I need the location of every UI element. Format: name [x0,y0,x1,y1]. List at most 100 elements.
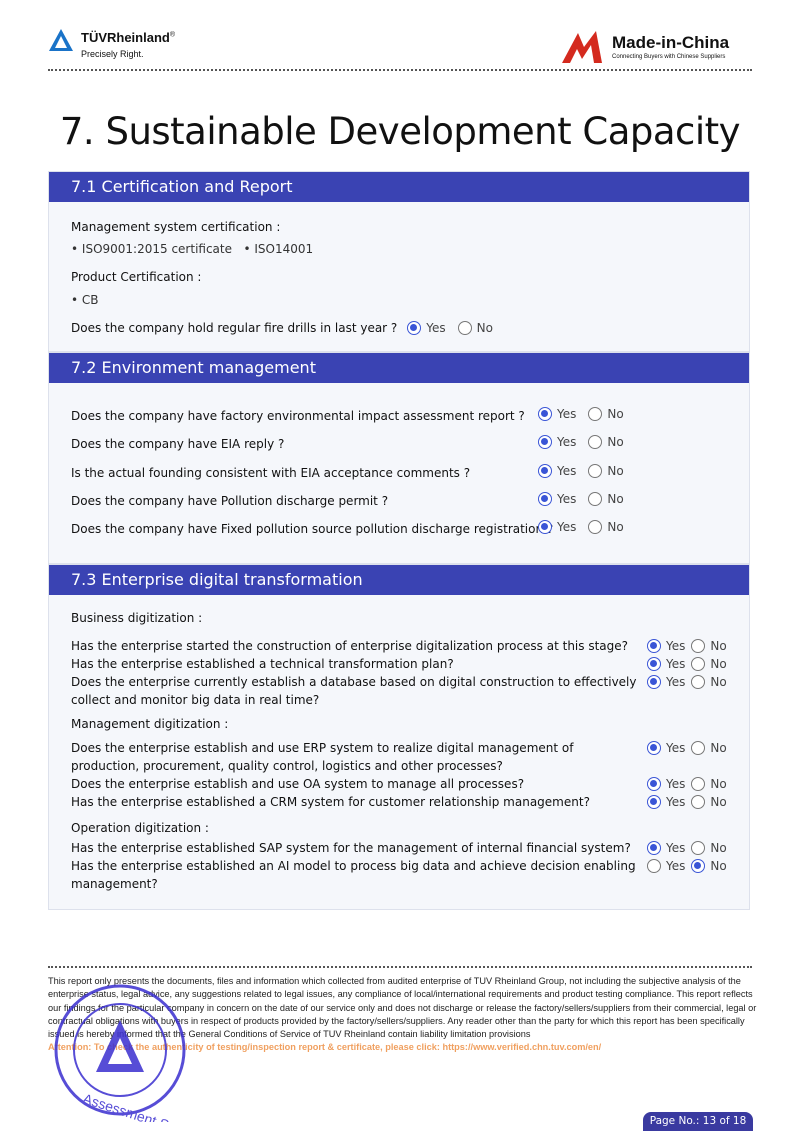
section-heading: 7.2 Environment management [49,353,749,383]
yes-radio[interactable]: Yes [647,859,685,873]
radio-label: Yes [426,321,446,335]
radio-selected-icon [538,491,552,506]
env-answer: Yes No [538,407,636,421]
yes-radio[interactable]: Yes [538,407,576,421]
verification-link[interactable]: Attention: To check the authenticity of … [48,1042,602,1053]
radio-selected-icon [647,777,661,791]
radio-label: Yes [557,435,577,450]
fire-drill-no[interactable]: No [457,321,493,335]
mic-m-icon [562,31,602,63]
radio-label: No [476,321,493,335]
radio-selected-icon [538,435,552,450]
digital-answer: Yes No [647,777,733,791]
radio-label: Yes [557,491,577,506]
yes-radio[interactable]: Yes [538,491,577,506]
radio-label: Yes [666,741,686,755]
env-question: Does the company have Pollution discharg… [71,493,389,508]
radio-label: Yes [666,859,686,873]
yes-radio[interactable]: Yes [538,520,577,535]
radio-label: Yes [557,407,577,421]
radio-selected-icon [407,321,422,335]
no-radio[interactable]: No [691,777,727,791]
yes-radio[interactable]: Yes [538,435,577,450]
radio-label: No [607,491,624,506]
yes-radio[interactable]: Yes [538,463,577,478]
digital-question: Has the enterprise established an AI mod… [71,859,636,891]
tuv-triangle-icon [49,29,73,51]
radio-empty-icon [588,520,603,535]
tuv-tagline: Precisely Right. [81,49,144,59]
no-radio[interactable]: No [691,795,727,809]
section-heading: 7.1 Certification and Report [49,172,749,202]
svg-text:Assessment Service: Assessment Service [81,1090,192,1122]
radio-empty-icon [691,639,706,653]
digital-question: Does the enterprise establish and use OA… [71,777,525,791]
radio-label: Yes [666,777,686,791]
digital-question: Does the enterprise establish and use ER… [71,741,574,773]
radio-label: Yes [666,639,686,653]
radio-empty-icon [588,435,603,450]
radio-label: Yes [666,795,686,809]
no-radio[interactable]: No [588,435,624,450]
group-label: Management digitization : [71,717,229,731]
no-radio[interactable]: No [588,520,624,535]
radio-empty-icon [691,777,706,791]
tuv-brand: TÜVRheinland [81,30,170,45]
env-answer: Yes No [538,491,636,506]
page-title: 7. Sustainable Development Capacity [59,110,741,153]
radio-label: Yes [557,520,577,535]
radio-label: No [710,657,727,671]
radio-selected-icon [647,841,661,855]
radio-label: No [607,463,624,478]
no-radio[interactable]: No [588,491,624,506]
mgmt-cert-label: Management system certification : [71,220,281,234]
env-answer: Yes No [538,435,636,450]
radio-label: Yes [666,841,686,855]
no-radio[interactable]: No [691,675,727,689]
radio-label: No [607,407,624,421]
yes-radio[interactable]: Yes [647,741,685,755]
digital-question: Has the enterprise established SAP syste… [71,841,631,855]
yes-radio[interactable]: Yes [647,639,685,653]
digital-answer: Yes No [647,639,733,653]
radio-empty-icon [691,841,706,855]
radio-label: Yes [557,463,577,478]
no-radio[interactable]: No [691,639,727,653]
no-radio[interactable]: No [588,407,624,421]
env-question: Does the company have Fixed pollution so… [71,522,554,537]
footer: This report only presents the documents,… [48,975,758,1055]
radio-label: No [710,675,727,689]
fire-drill-yes[interactable]: Yes [407,321,446,335]
mic-brand: Made-in-China [612,33,730,52]
radio-label: No [710,795,727,809]
radio-selected-icon [538,463,552,478]
radio-empty-icon [588,407,603,421]
env-answer: Yes No [538,520,636,535]
radio-selected-icon [647,795,661,809]
yes-radio[interactable]: Yes [647,675,685,689]
radio-empty-icon [691,795,706,809]
radio-selected-icon [647,639,661,653]
no-radio[interactable]: No [588,463,624,478]
no-radio[interactable]: No [691,841,727,855]
yes-radio[interactable]: Yes [647,795,685,809]
no-radio[interactable]: No [691,741,727,755]
radio-label: Yes [666,675,686,689]
no-radio[interactable]: No [691,657,727,671]
radio-label: No [607,520,624,535]
radio-label: No [710,639,727,653]
radio-empty-icon [588,463,603,478]
yes-radio[interactable]: Yes [647,841,685,855]
footer-divider [48,966,752,968]
yes-radio[interactable]: Yes [647,777,685,791]
product-cert-label: Product Certification : [71,270,202,284]
section-digital: 7.3 Enterprise digital transformation Bu… [48,564,750,910]
fire-drill-question: Does the company hold regular fire drill… [71,321,398,335]
yes-radio[interactable]: Yes [647,657,685,671]
no-radio[interactable]: No [691,859,727,873]
radio-empty-icon [647,859,661,873]
cert-item: ISO14001 [254,242,314,256]
digital-answer: Yes No [647,795,733,809]
digital-question: Has the enterprise established a technic… [71,657,454,671]
radio-label: No [710,777,727,791]
